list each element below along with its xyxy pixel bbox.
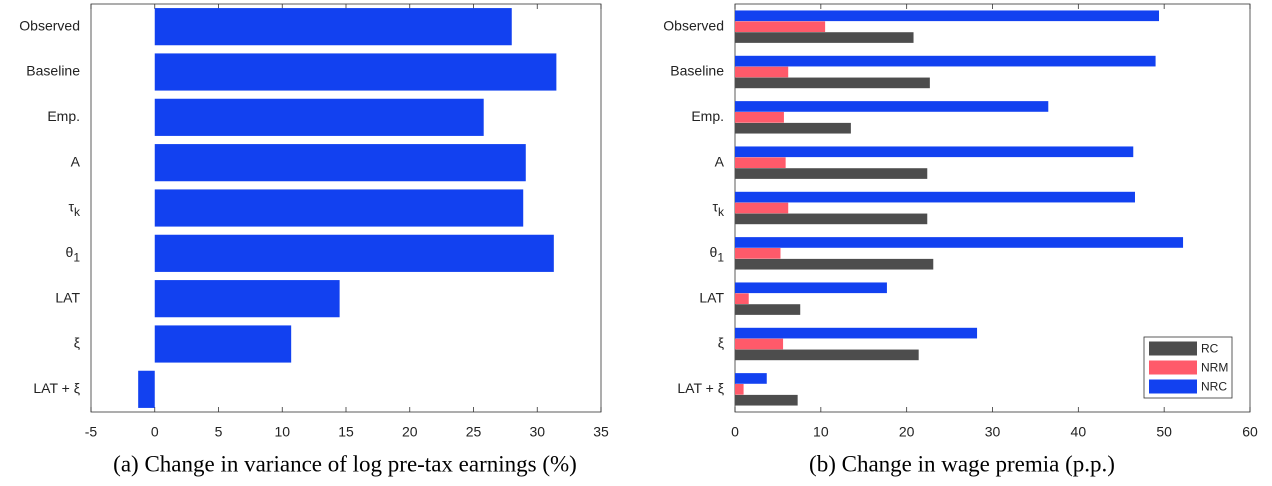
y-tick-label: Emp. — [691, 108, 724, 124]
y-tick-label: ξ — [74, 335, 80, 351]
bar — [735, 338, 784, 350]
y-tick-label: Emp. — [47, 108, 80, 124]
bar — [735, 373, 767, 384]
y-tick-label: A — [715, 153, 725, 169]
bar — [735, 191, 1135, 203]
bar — [154, 234, 554, 272]
bar — [735, 112, 784, 123]
x-tick-label: 30 — [529, 424, 545, 440]
x-tick-label: 50 — [1156, 424, 1172, 440]
bar — [154, 98, 484, 136]
y-tick-label: Baseline — [26, 63, 80, 79]
x-tick-label: 60 — [1242, 424, 1258, 440]
bar — [154, 144, 526, 182]
bar — [735, 168, 928, 179]
bar — [735, 304, 801, 315]
bar — [735, 202, 789, 214]
y-tick-label: LAT + ξ — [677, 380, 724, 396]
bar — [735, 248, 781, 259]
legend-label: NRC — [1201, 380, 1227, 394]
bar — [154, 325, 292, 363]
x-tick-label: 25 — [466, 424, 482, 440]
bar — [735, 384, 744, 395]
y-tick-label: Observed — [663, 17, 724, 33]
y-tick-label: θ1 — [66, 244, 81, 264]
bar — [735, 101, 1049, 112]
bar — [735, 77, 930, 89]
bar — [735, 327, 978, 339]
bar — [735, 349, 919, 361]
bar — [735, 394, 798, 406]
legend-swatch — [1149, 379, 1197, 394]
bar — [154, 8, 512, 46]
bar — [735, 213, 928, 225]
x-tick-label: 30 — [985, 424, 1001, 440]
y-tick-label: A — [71, 153, 81, 169]
legend-label: NRM — [1201, 361, 1228, 375]
bar — [735, 122, 851, 134]
legend-label: RC — [1201, 342, 1219, 356]
y-tick-label: τk — [68, 199, 81, 219]
bar — [735, 157, 786, 168]
caption: (b) Change in wage premia (p.p.) — [809, 451, 1115, 476]
bar — [154, 53, 557, 91]
y-tick-label: τk — [712, 199, 725, 219]
bar — [138, 370, 155, 408]
x-tick-label: 20 — [899, 424, 915, 440]
bar — [735, 258, 934, 270]
y-tick-label: Observed — [19, 17, 80, 33]
bar — [735, 146, 1134, 158]
bar — [735, 293, 749, 304]
bar — [735, 32, 914, 43]
x-tick-label: 0 — [731, 424, 739, 440]
y-tick-label: LAT — [699, 289, 724, 305]
legend-swatch — [1149, 360, 1197, 375]
x-tick-label: 35 — [593, 424, 609, 440]
bar — [735, 21, 826, 32]
bar — [735, 282, 887, 294]
x-tick-label: 10 — [274, 424, 290, 440]
x-tick-label: 10 — [813, 424, 829, 440]
x-tick-label: -5 — [85, 424, 98, 440]
y-tick-label: θ1 — [710, 244, 725, 264]
x-tick-label: 0 — [151, 424, 159, 440]
bar — [154, 280, 340, 318]
x-tick-label: 40 — [1071, 424, 1087, 440]
x-tick-label: 20 — [402, 424, 418, 440]
y-tick-label: LAT — [55, 289, 80, 305]
legend-swatch — [1149, 341, 1197, 356]
y-tick-label: ξ — [718, 335, 724, 351]
caption: (a) Change in variance of log pre-tax ea… — [113, 451, 577, 476]
x-tick-label: 5 — [215, 424, 223, 440]
bar — [735, 66, 789, 78]
x-tick-label: 15 — [338, 424, 354, 440]
bar — [735, 55, 1156, 67]
bar — [735, 237, 1184, 248]
y-tick-label: LAT + ξ — [33, 380, 80, 396]
bar — [735, 10, 1160, 22]
bar — [154, 189, 524, 227]
y-tick-label: Baseline — [670, 63, 724, 79]
